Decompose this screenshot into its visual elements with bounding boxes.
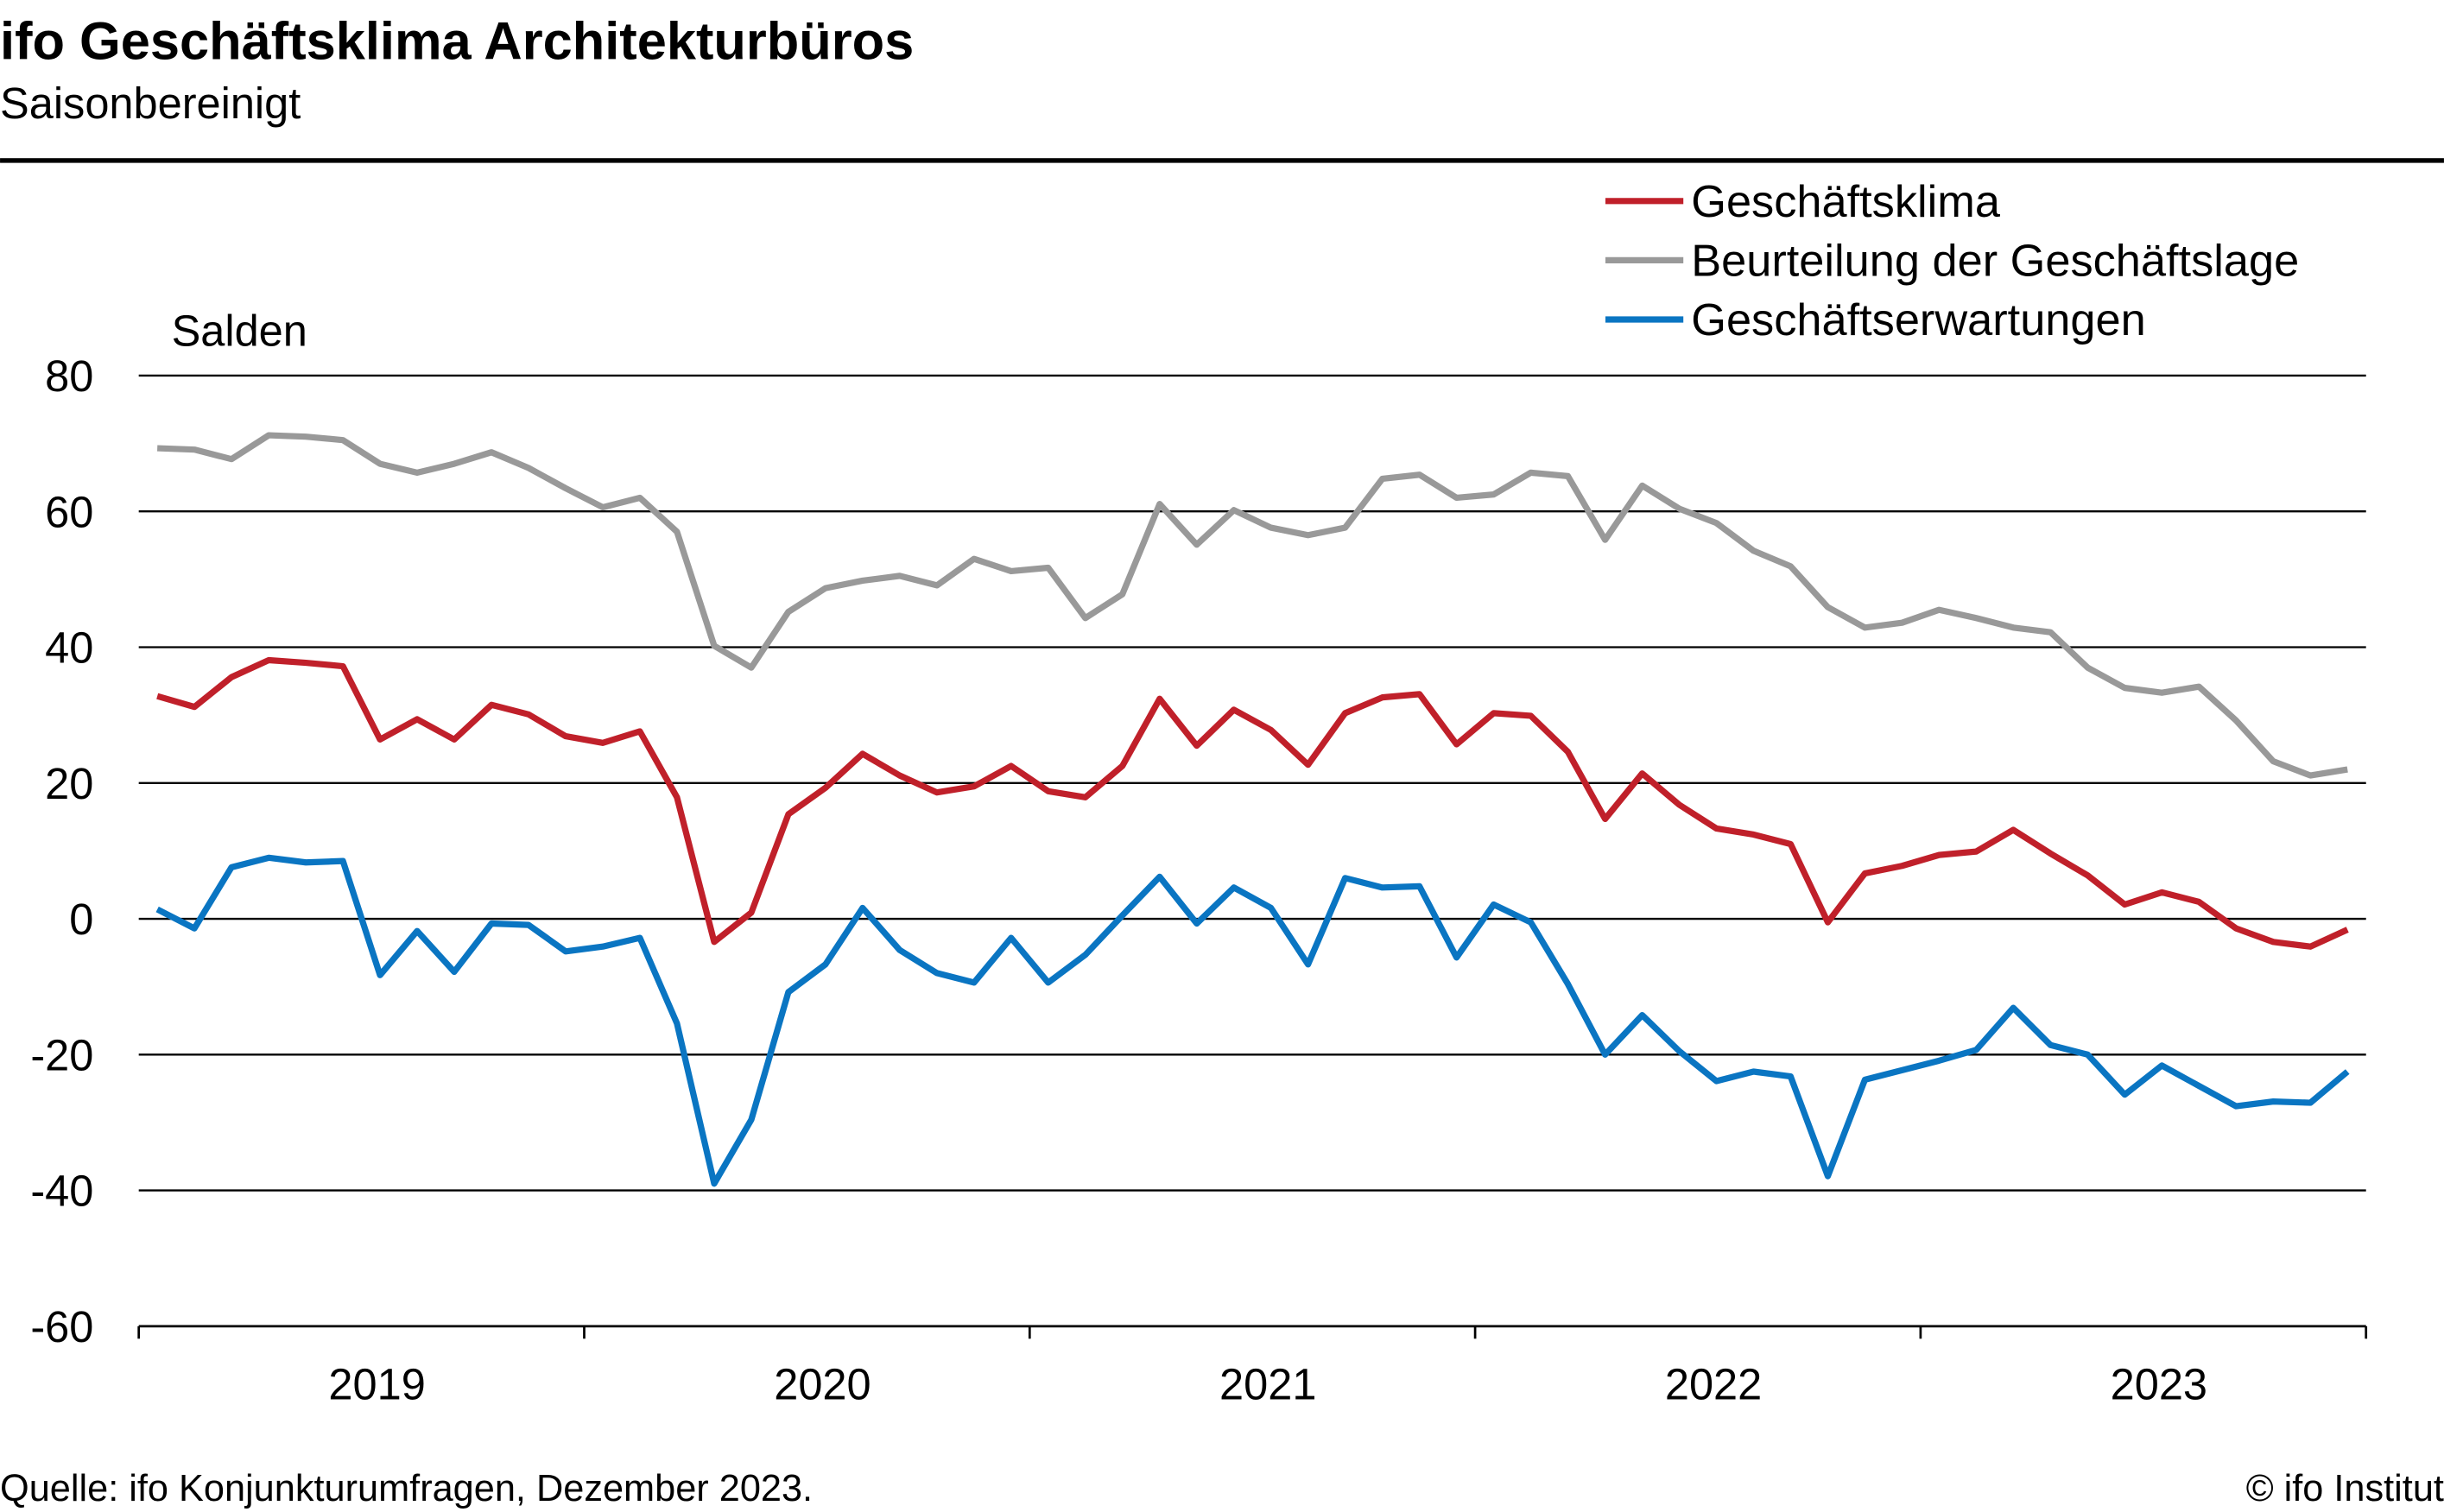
y-axis-label: Salden: [172, 307, 307, 356]
x-tick-label: 2021: [1219, 1360, 1316, 1409]
y-tick-label: -60: [30, 1302, 93, 1351]
series-line-0: [156, 656, 2349, 950]
source-note: Quelle: ifo Konjunkturumfragen, Dezember…: [0, 1468, 813, 1509]
legend-label: Beurteilung der Geschäftslage: [1691, 236, 2299, 286]
x-tick-label: 2022: [1665, 1360, 1762, 1409]
y-tick-label: 60: [45, 487, 93, 536]
x-tick-label: 2019: [328, 1360, 425, 1409]
header-rule: [0, 158, 2444, 163]
y-axis-ticks: 80 60 40 20 0 -20 -40 -60: [30, 351, 93, 1351]
chart-title: ifo Geschäftsklima Architekturbüros: [0, 12, 914, 72]
series-line-1: [157, 432, 2348, 779]
series-line-2: [155, 854, 2350, 1187]
chart-subtitle: Saisonbereinigt: [0, 79, 301, 128]
y-tick-label: 0: [69, 895, 93, 944]
x-axis: 2019 2020 2021 2022 2023: [137, 1325, 2368, 1409]
legend: Geschäftsklima Beurteilung der Geschäftsl…: [1605, 177, 2299, 345]
y-tick-label: 40: [45, 623, 93, 673]
y-tick-label: -20: [30, 1030, 93, 1079]
legend-label: Geschäftserwartungen: [1691, 295, 2145, 345]
x-tick-label: 2023: [2111, 1360, 2207, 1409]
legend-label: Geschäftsklima: [1691, 177, 2001, 227]
series-lines: [155, 432, 2350, 1187]
gridlines: [138, 374, 2366, 1192]
x-tick-label: 2020: [774, 1360, 871, 1409]
y-tick-label: 80: [45, 351, 93, 401]
y-tick-label: 20: [45, 759, 93, 808]
y-tick-label: -40: [30, 1167, 93, 1216]
copyright: © ifo Institut: [2246, 1468, 2444, 1509]
